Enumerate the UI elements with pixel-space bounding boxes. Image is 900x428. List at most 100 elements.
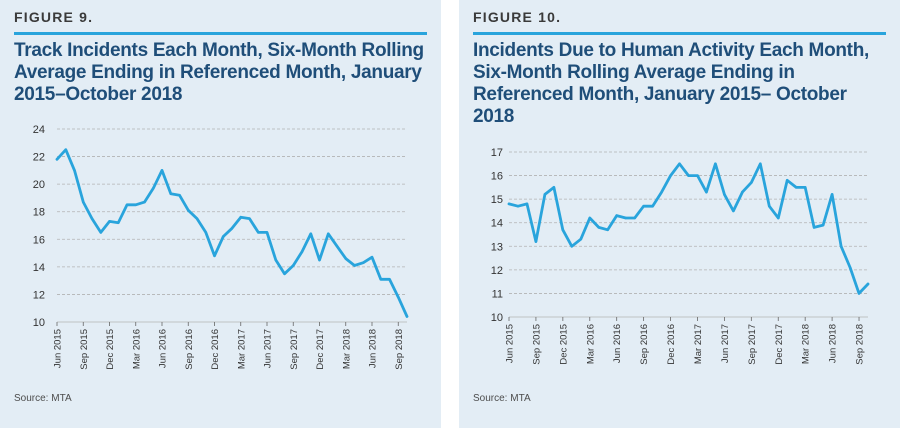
data-point [204, 231, 207, 234]
data-point [759, 162, 762, 165]
data-point [687, 174, 690, 177]
data-point [777, 216, 780, 220]
x-tick-label: Jun 2018 [828, 324, 839, 363]
data-point [857, 292, 861, 295]
data-point [213, 254, 216, 258]
data-point [606, 228, 609, 231]
data-point [55, 158, 59, 161]
y-tick-label: 18 [33, 207, 45, 219]
data-point [732, 209, 735, 213]
data-point [866, 282, 870, 286]
data-point [579, 238, 582, 241]
data-point [327, 232, 330, 235]
data-point [597, 226, 600, 229]
data-point [318, 258, 321, 262]
data-point [525, 202, 529, 206]
y-tick-label: 14 [491, 218, 503, 230]
data-point [750, 181, 753, 184]
data-point [803, 186, 807, 189]
data-point [388, 278, 391, 281]
data-point [64, 148, 67, 151]
y-tick-label: 16 [491, 171, 503, 183]
x-tick-label: Dec 2017 [774, 324, 785, 365]
data-point [108, 220, 111, 223]
x-tick-label: Sep 2017 [747, 324, 758, 365]
source-note: Source: MTA [14, 393, 72, 404]
data-point [812, 226, 816, 229]
figure-label: FIGURE 9. [14, 9, 94, 25]
x-tick-label: Sep 2015 [79, 329, 90, 370]
data-point [848, 266, 852, 269]
figure-10-panel: FIGURE 10. Incidents Due to Human Activi… [459, 0, 900, 428]
data-point [534, 240, 538, 243]
x-tick-label: Dec 2016 [210, 329, 221, 370]
x-tick-label: Mar 2016 [131, 329, 142, 369]
data-point [723, 193, 726, 196]
data-point [830, 193, 834, 196]
data-point [397, 295, 400, 299]
data-point [265, 231, 269, 234]
x-tick-label: Mar 2017 [236, 329, 247, 369]
chart-title: Incidents Due to Human Activity Each Mon… [473, 40, 869, 127]
data-point [696, 174, 699, 177]
series-line [55, 148, 409, 318]
y-tick-label: 24 [33, 124, 45, 136]
data-point [561, 228, 565, 231]
x-tick-label: Mar 2017 [693, 324, 704, 364]
data-point [300, 250, 304, 253]
y-tick-label: 10 [33, 317, 45, 329]
data-point [615, 214, 618, 217]
y-tick-label: 12 [491, 265, 503, 277]
y-tick-label: 16 [33, 234, 45, 246]
data-point [660, 190, 663, 194]
data-point [239, 216, 242, 219]
x-tick-label: Dec 2015 [105, 329, 116, 370]
data-point [405, 315, 409, 318]
y-tick-label: 13 [491, 241, 503, 253]
data-point [134, 203, 137, 207]
x-tick-label: Dec 2017 [315, 329, 326, 370]
line-chart: 10 12 14 16 18 20 22 24 Jun 2015 Sep 2015 Dec 2015… [33, 124, 409, 370]
x-tick-label: Sep 2017 [289, 329, 300, 370]
data-point [370, 256, 374, 259]
y-tick-label: 15 [491, 194, 503, 206]
data-point [222, 235, 225, 238]
data-point [705, 190, 708, 194]
data-point [143, 200, 146, 204]
x-tick-label: Dec 2015 [558, 324, 569, 365]
data-point [160, 169, 164, 172]
x-tick-label: Sep 2015 [531, 324, 542, 365]
x-tick-label: Mar 2018 [341, 329, 352, 369]
y-tick-label: 14 [33, 262, 45, 274]
x-tick-label: Jun 2018 [368, 329, 379, 368]
data-point [379, 278, 382, 281]
data-point [678, 162, 681, 165]
data-point [152, 187, 155, 190]
data-point [821, 223, 825, 227]
data-point [795, 186, 798, 189]
y-tick-label: 11 [492, 288, 503, 300]
data-point [344, 257, 347, 260]
data-point [669, 174, 672, 177]
data-point [588, 216, 591, 220]
data-point [768, 205, 771, 208]
data-point [82, 200, 85, 204]
data-point [292, 264, 295, 267]
data-point [230, 227, 234, 230]
x-tick-label: Jun 2017 [263, 329, 274, 368]
y-tick-label: 12 [33, 289, 45, 301]
data-point [125, 203, 129, 207]
x-tick-label: Jun 2016 [612, 324, 623, 363]
figure-rule [473, 32, 886, 35]
x-tick-label: Sep 2018 [855, 324, 866, 365]
data-point [309, 232, 312, 235]
chart-title: Track Incidents Each Month, Six-Month Ro… [14, 40, 424, 105]
figure-9-panel: FIGURE 9. Track Incidents Each Month, Si… [0, 0, 441, 428]
data-point [741, 190, 744, 194]
y-tick-label: 20 [33, 179, 45, 191]
data-point [642, 205, 645, 208]
data-point [633, 216, 636, 220]
data-point [99, 231, 102, 234]
x-tick-label: Dec 2016 [666, 324, 677, 365]
data-point [90, 217, 94, 220]
